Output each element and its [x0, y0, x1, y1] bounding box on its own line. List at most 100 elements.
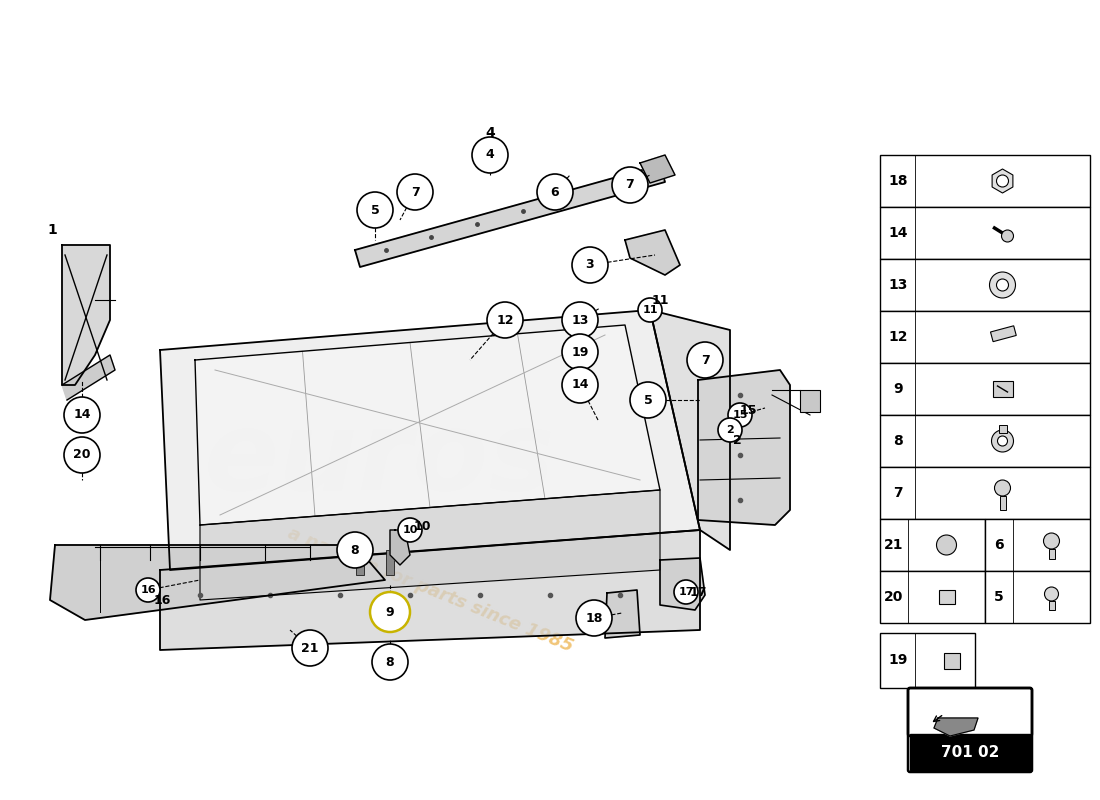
Circle shape	[562, 367, 598, 403]
Circle shape	[718, 418, 743, 442]
Bar	[984, 519, 1090, 571]
Polygon shape	[355, 165, 666, 267]
Text: 15: 15	[739, 403, 757, 417]
Text: 21: 21	[301, 642, 319, 654]
Bar	[938, 590, 955, 604]
Bar	[880, 415, 1090, 467]
Text: 15: 15	[733, 410, 748, 420]
Polygon shape	[992, 169, 1013, 193]
Circle shape	[537, 174, 573, 210]
Bar	[880, 311, 1090, 363]
Text: 4: 4	[485, 126, 495, 140]
Circle shape	[998, 436, 1008, 446]
Polygon shape	[200, 490, 660, 600]
Text: 17: 17	[690, 586, 706, 598]
Text: 17: 17	[679, 587, 694, 597]
Text: 2: 2	[726, 425, 734, 435]
Bar	[944, 653, 960, 669]
Circle shape	[292, 630, 328, 666]
Bar	[992, 381, 1012, 397]
Bar	[880, 571, 984, 623]
Text: 14: 14	[571, 378, 588, 391]
Bar	[1000, 496, 1005, 510]
Circle shape	[1044, 533, 1059, 549]
Text: 19: 19	[889, 654, 908, 667]
Bar	[984, 571, 1090, 623]
Text: 14: 14	[889, 226, 908, 240]
Circle shape	[562, 334, 598, 370]
Circle shape	[728, 403, 752, 427]
Circle shape	[576, 600, 612, 636]
Polygon shape	[390, 530, 410, 565]
Text: 20: 20	[884, 590, 904, 604]
Bar	[386, 550, 394, 575]
Bar	[1048, 601, 1055, 610]
Polygon shape	[50, 545, 385, 620]
Text: 7: 7	[410, 186, 419, 198]
Text: 4: 4	[485, 149, 494, 162]
Circle shape	[358, 192, 393, 228]
Text: 2: 2	[733, 434, 741, 446]
Circle shape	[136, 578, 160, 602]
Bar	[880, 519, 984, 571]
Text: 11: 11	[651, 294, 669, 306]
Polygon shape	[605, 590, 640, 638]
Text: 701 02: 701 02	[940, 745, 999, 760]
Circle shape	[398, 518, 422, 542]
Circle shape	[997, 175, 1009, 187]
Bar	[1048, 549, 1055, 559]
Polygon shape	[160, 310, 700, 570]
Circle shape	[994, 480, 1011, 496]
Text: 19: 19	[571, 346, 588, 358]
Circle shape	[688, 342, 723, 378]
Bar	[990, 326, 1016, 342]
Bar	[356, 550, 364, 575]
Text: 13: 13	[889, 278, 908, 292]
Text: 5: 5	[371, 203, 380, 217]
Text: 21: 21	[884, 538, 904, 552]
Bar	[880, 259, 1090, 311]
Bar	[880, 363, 1090, 415]
Bar	[999, 425, 1007, 433]
Text: 8: 8	[351, 543, 360, 557]
Text: 3: 3	[585, 258, 594, 271]
Circle shape	[337, 532, 373, 568]
Bar	[910, 734, 1030, 770]
Text: 12: 12	[889, 330, 908, 344]
Text: 10: 10	[403, 525, 418, 535]
Circle shape	[562, 302, 598, 338]
Text: 12: 12	[496, 314, 514, 326]
Text: 18: 18	[585, 611, 603, 625]
Circle shape	[397, 174, 433, 210]
Circle shape	[64, 397, 100, 433]
Text: 20: 20	[74, 449, 90, 462]
Text: 11: 11	[642, 305, 658, 315]
Circle shape	[997, 279, 1009, 291]
Circle shape	[936, 535, 957, 555]
Polygon shape	[195, 325, 660, 525]
Bar	[880, 467, 1090, 519]
Text: euros: euros	[205, 406, 556, 514]
Circle shape	[612, 167, 648, 203]
Circle shape	[1001, 230, 1013, 242]
Text: 6: 6	[994, 538, 1004, 552]
Circle shape	[572, 247, 608, 283]
Text: 16: 16	[140, 585, 156, 595]
Text: 18: 18	[889, 174, 908, 188]
Text: 9: 9	[386, 606, 394, 618]
Circle shape	[372, 644, 408, 680]
Polygon shape	[625, 230, 680, 275]
Polygon shape	[934, 718, 978, 736]
Bar	[800, 390, 820, 412]
Text: 7: 7	[893, 486, 903, 500]
Circle shape	[638, 298, 662, 322]
Text: 7: 7	[701, 354, 710, 366]
Polygon shape	[640, 155, 675, 183]
Polygon shape	[160, 530, 700, 650]
Circle shape	[1045, 587, 1058, 601]
Circle shape	[991, 430, 1013, 452]
Text: 13: 13	[571, 314, 588, 326]
Text: 10: 10	[414, 519, 431, 533]
Text: 7: 7	[626, 178, 635, 191]
Text: a passion for parts since 1985: a passion for parts since 1985	[285, 524, 575, 656]
